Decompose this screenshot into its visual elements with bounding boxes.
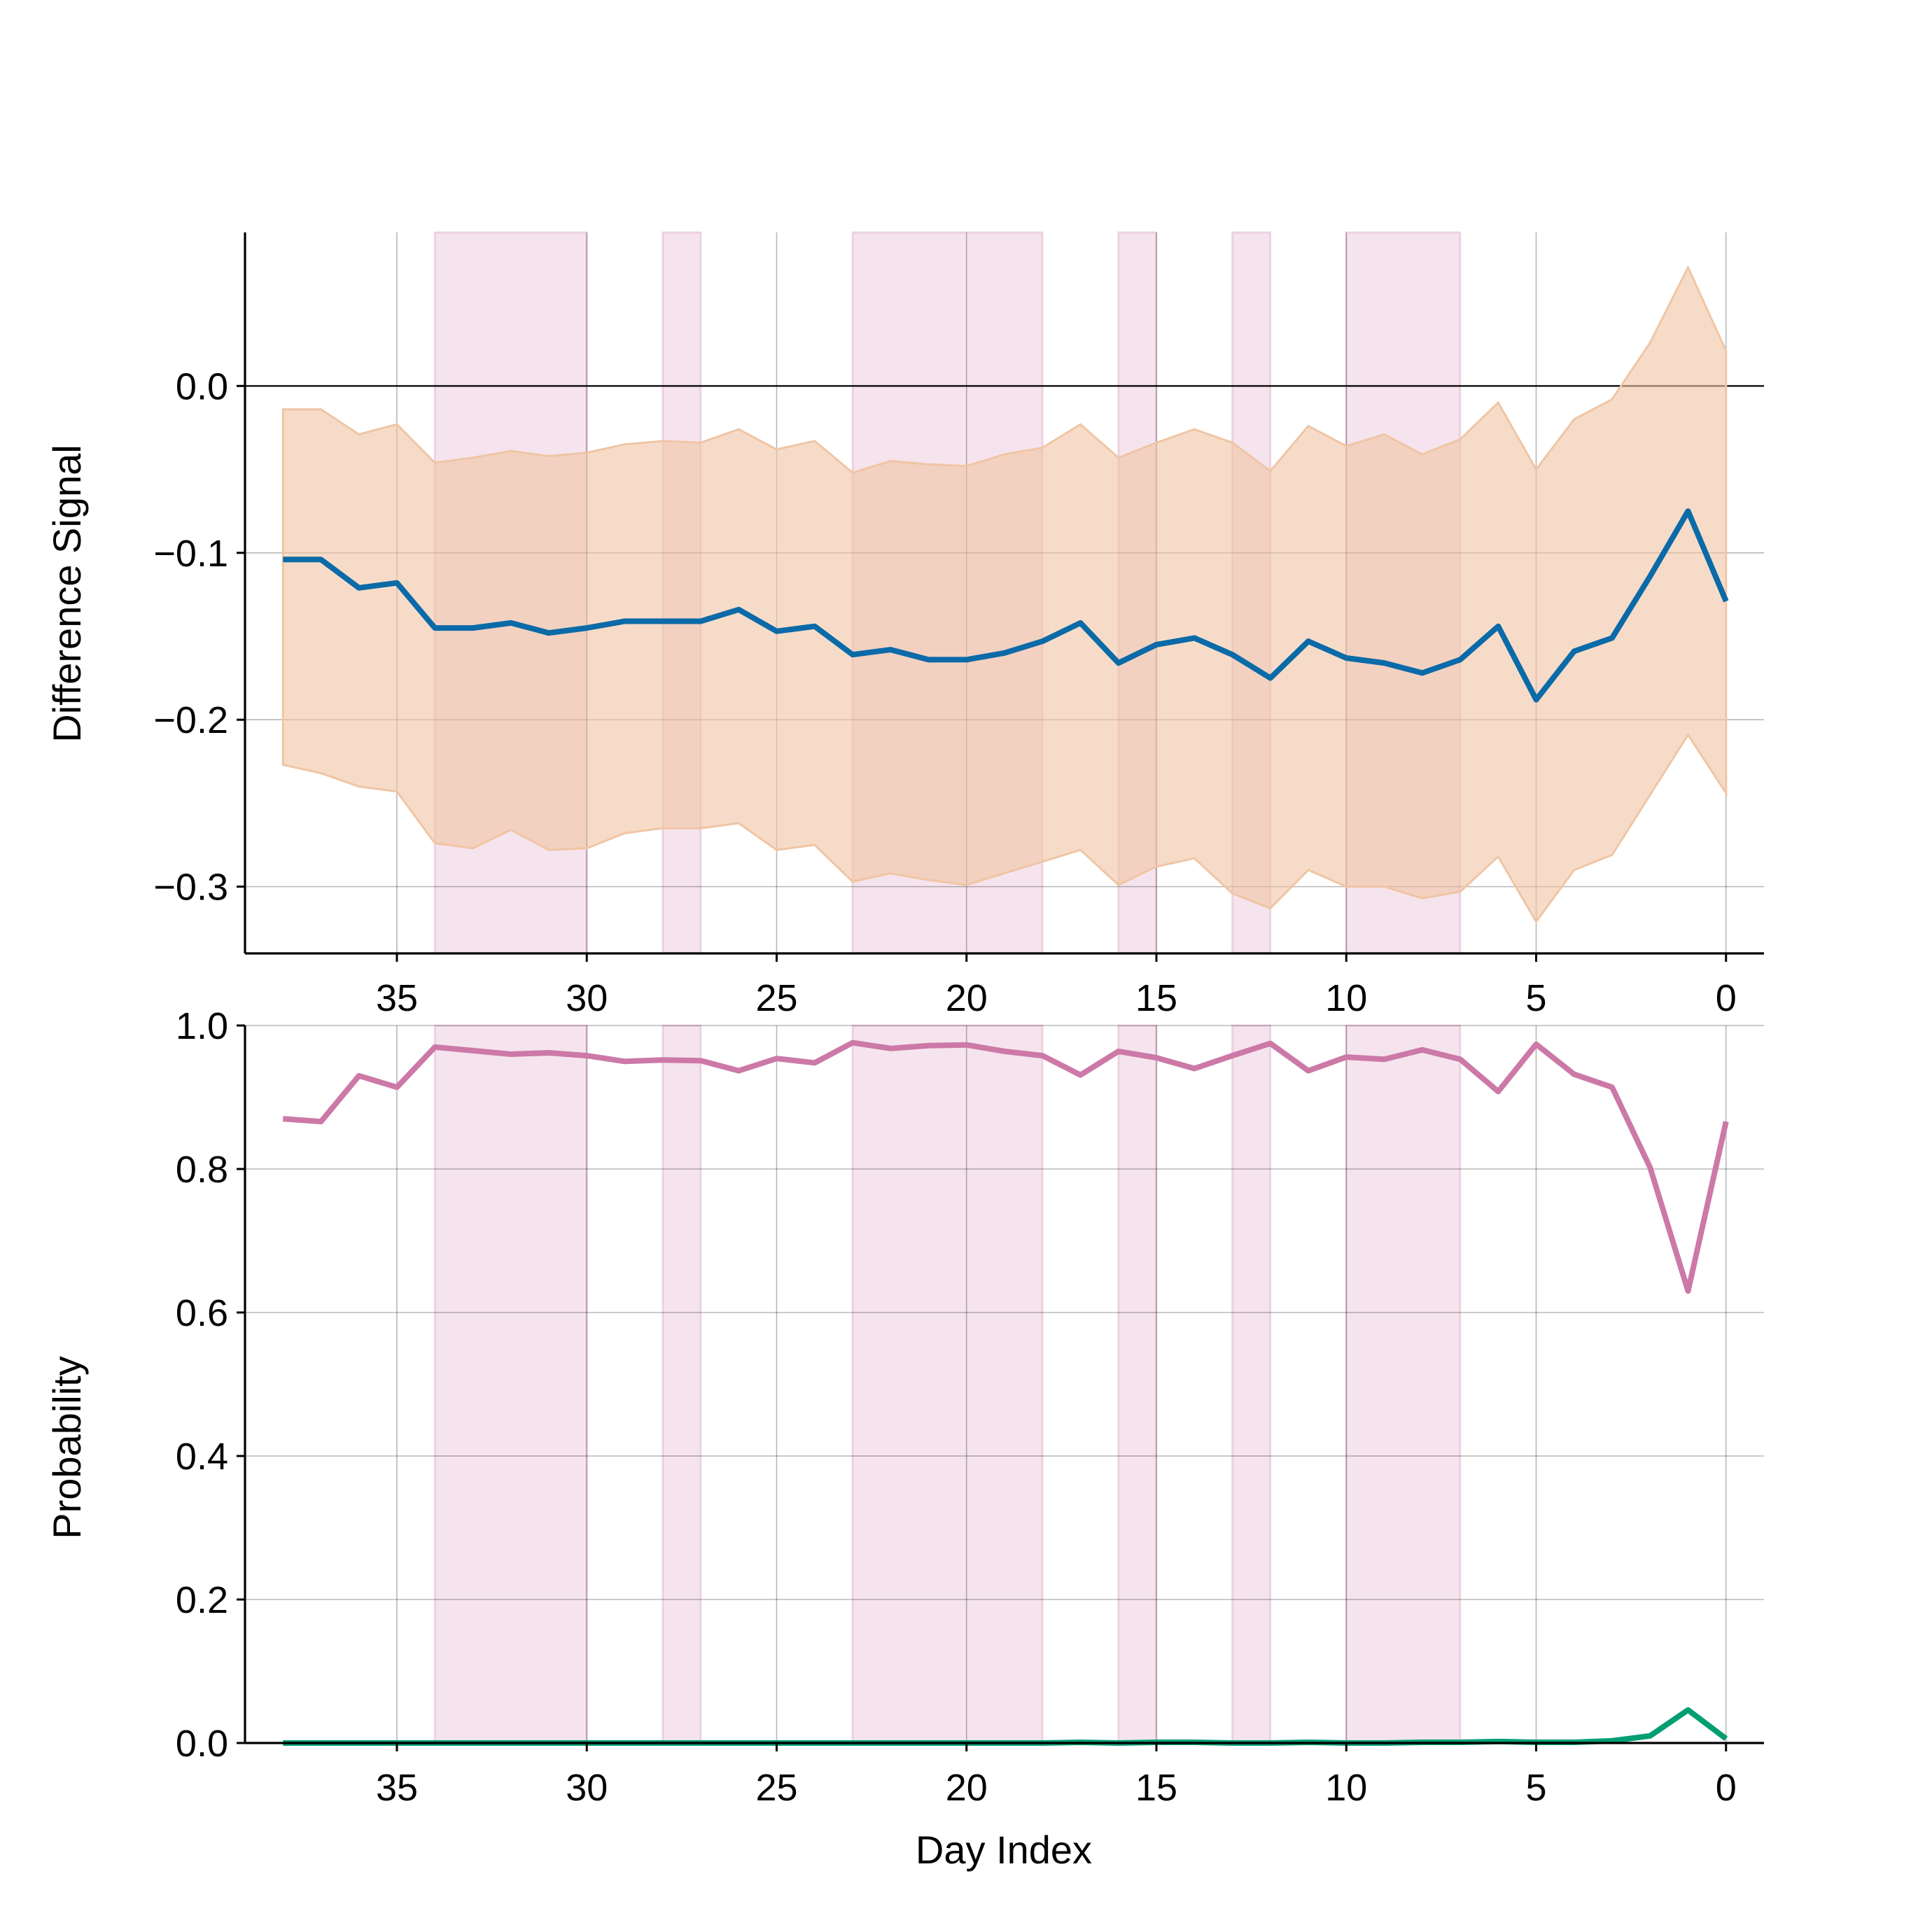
top-y-tick-label: −0.2 — [153, 699, 228, 741]
bottom-y-tick-label: 0.8 — [176, 1149, 228, 1191]
top-series-line-1 — [283, 508, 1729, 703]
bottom-panel-probability: 35 30 25 20 15 10 5 0 0.0 0.2 0.4 0.6 0.8 1.0 — [176, 1005, 1764, 1809]
top-y-tick-label: −0.3 — [153, 867, 228, 909]
bottom-x-tick-label: 5 — [1525, 1767, 1546, 1809]
bottom-x-tick-label: 0 — [1716, 1767, 1737, 1809]
top-y-tick-label: −0.1 — [153, 533, 228, 575]
bottom-y-tick-label: 0.2 — [176, 1579, 228, 1621]
top-x-tick-label: 10 — [1325, 977, 1367, 1019]
bottom-shaded-region — [433, 1024, 588, 1744]
bottom-y-tick-label: 0.6 — [176, 1292, 228, 1334]
bottom-shaded-region — [662, 1024, 702, 1744]
top-x-tick-label: 30 — [566, 977, 608, 1019]
top-panel-difference-signal: 35 30 25 20 15 10 5 0 0.0 −0.1 −0.2 −0.3 — [153, 231, 1764, 1019]
top-x-tick-label: 35 — [376, 977, 418, 1019]
bottom-shaded-region — [1117, 1024, 1158, 1744]
bottom-x-tick-label: 20 — [946, 1767, 988, 1809]
bottom-y-tick-label: 0.4 — [176, 1436, 228, 1478]
bottom-y-tick-label: 0.0 — [176, 1723, 228, 1765]
bottom-x-tick-label: 35 — [376, 1767, 418, 1809]
bottom-y-axis-title: Probability — [45, 1356, 89, 1539]
bottom-x-tick-label: 15 — [1135, 1767, 1177, 1809]
bottom-y-tick-label: 1.0 — [176, 1005, 228, 1047]
top-y-tick-label: 0.0 — [176, 365, 228, 407]
top-y-axis-title: Difference Signal — [45, 444, 89, 742]
bottom-x-tick-label: 30 — [566, 1767, 608, 1809]
bottom-shaded-region — [1231, 1024, 1272, 1744]
x-axis-title: Day Index — [916, 1828, 1092, 1872]
top-x-tick-label: 5 — [1525, 977, 1546, 1019]
top-x-tick-label: 20 — [946, 977, 988, 1019]
bottom-shaded-region — [1345, 1024, 1462, 1744]
top-confidence-band — [281, 265, 1728, 924]
top-x-tick-label: 0 — [1716, 977, 1737, 1019]
top-x-tick-label: 25 — [755, 977, 797, 1019]
bottom-shaded-region — [851, 1024, 1044, 1744]
top-x-tick-label: 15 — [1135, 977, 1177, 1019]
bottom-x-tick-label: 25 — [755, 1767, 797, 1809]
bottom-series-line-1 — [283, 1040, 1729, 1294]
bottom-x-tick-label: 10 — [1325, 1767, 1367, 1809]
